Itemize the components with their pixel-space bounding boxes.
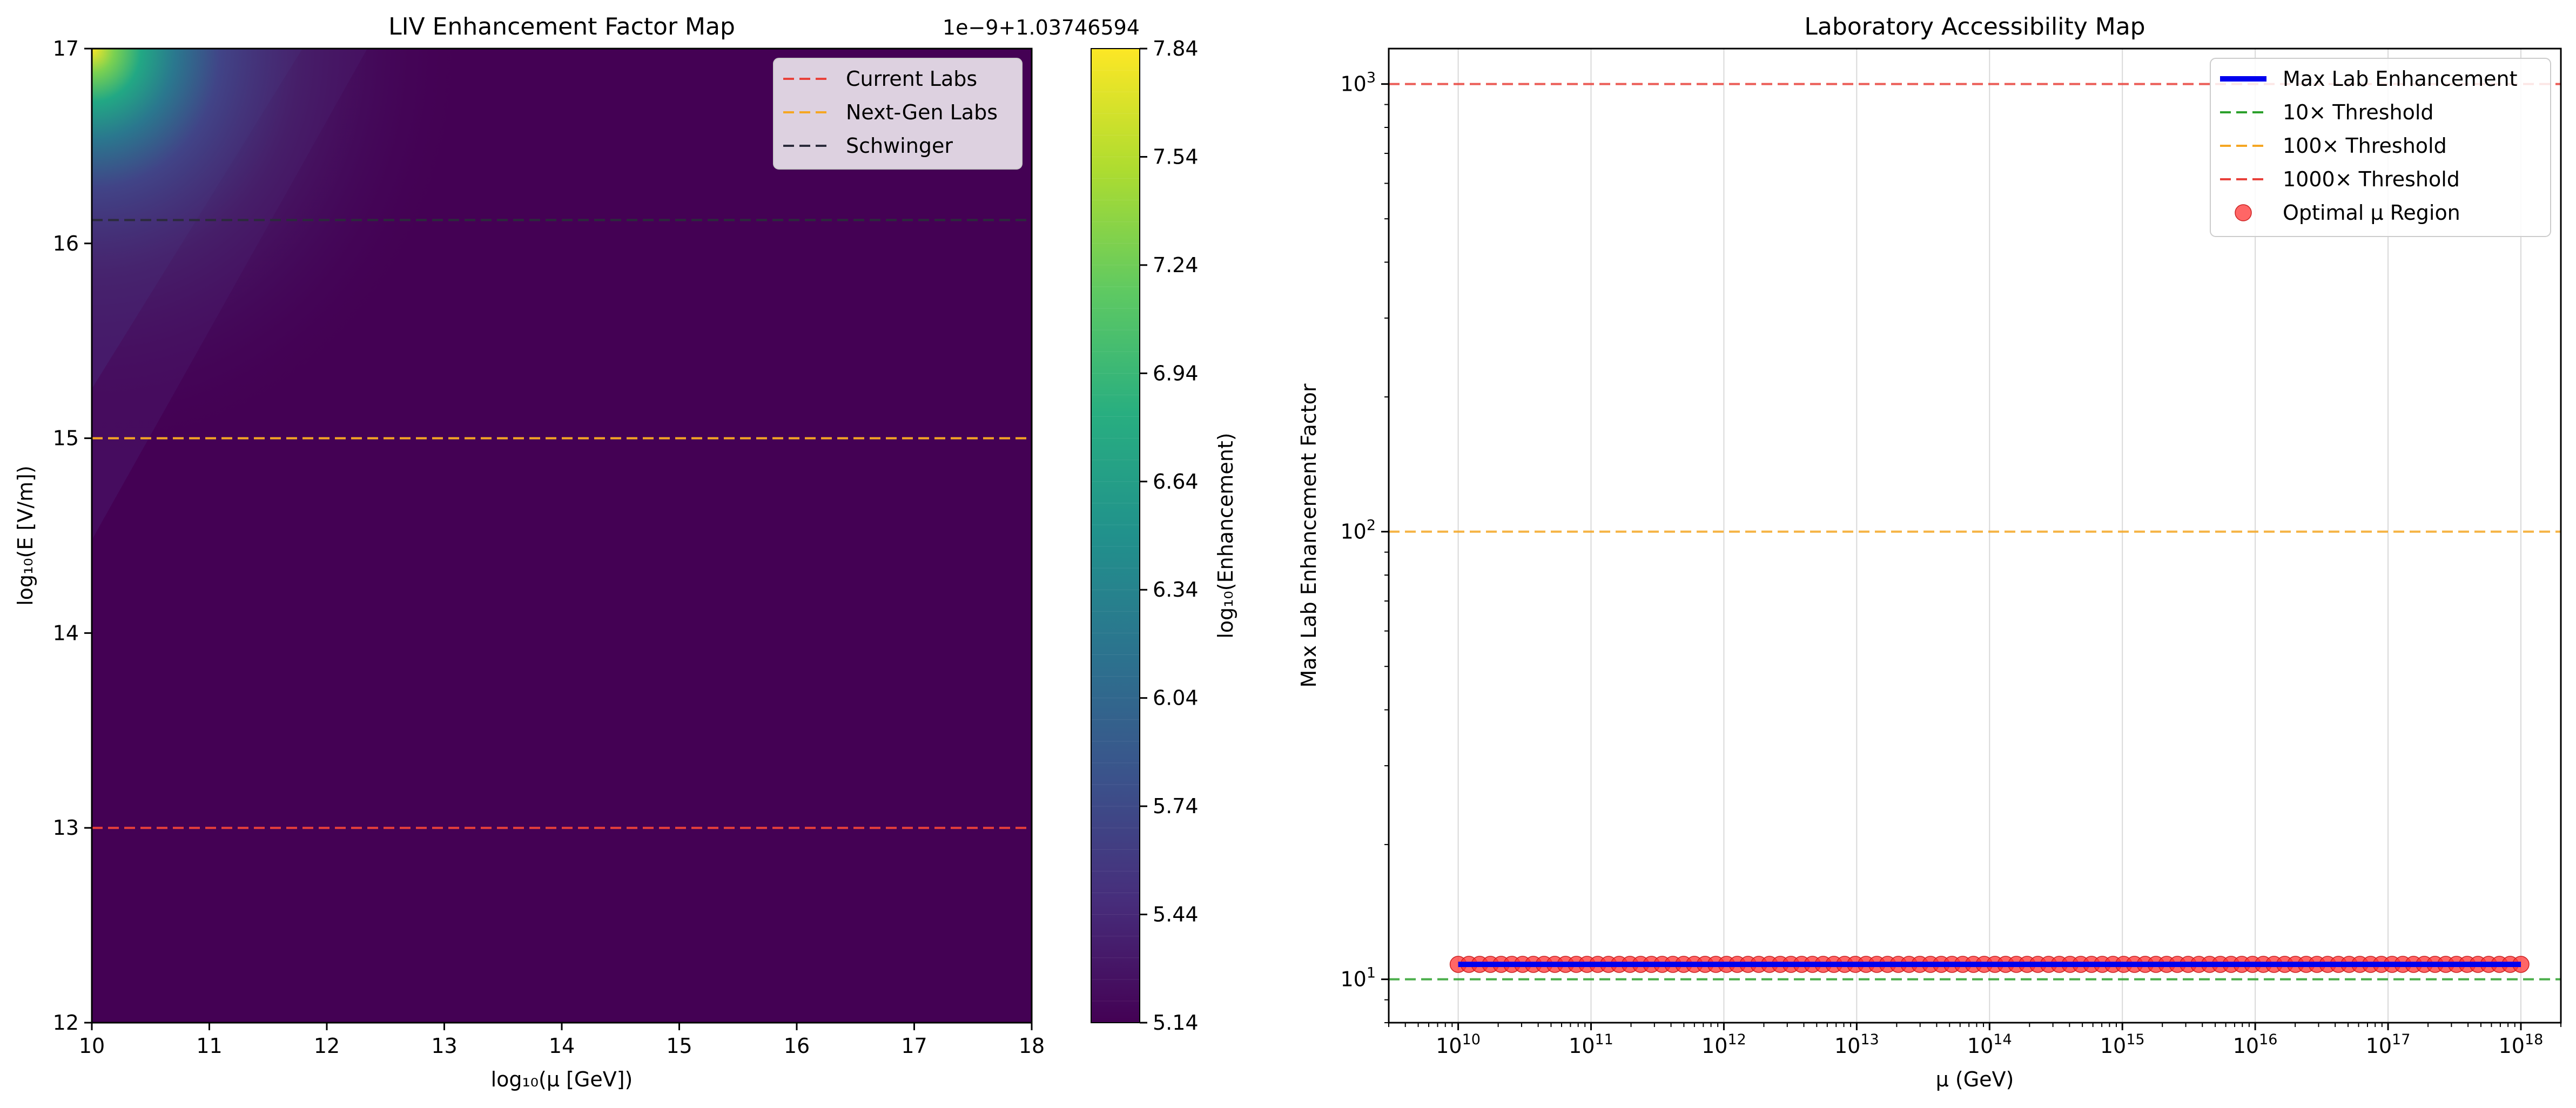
right-series xyxy=(1449,956,2530,973)
colorbar-frame xyxy=(1091,48,1140,1023)
left-ytick-label: 15 xyxy=(53,427,79,450)
right-xtick-label: 1010 xyxy=(1436,1031,1481,1058)
left-xtick-label: 12 xyxy=(314,1034,340,1058)
heatmap-corner-glow xyxy=(92,49,470,459)
right-title: Laboratory Accessibility Map xyxy=(1804,13,2145,40)
right-legend: Max Lab Enhancement 10× Threshold 100× Thr… xyxy=(2210,58,2551,237)
right-legend-label: Optimal μ Region xyxy=(2283,201,2460,225)
right-axes-frame xyxy=(1388,48,2562,1024)
left-xtick-label: 13 xyxy=(431,1034,457,1058)
right-xtick-label: 1011 xyxy=(1569,1031,1613,1058)
right-legend-label: Max Lab Enhancement xyxy=(2283,67,2518,91)
left-ytick-label: 17 xyxy=(53,37,79,60)
colorbar-tick-label: 6.04 xyxy=(1153,686,1199,710)
colorbar-tick-label: 5.44 xyxy=(1153,903,1199,927)
left-legend-label: Schwinger xyxy=(846,134,953,158)
left-xtick-label: 14 xyxy=(549,1034,575,1058)
right-xtick-label: 1013 xyxy=(1834,1031,1879,1058)
left-ytick-label: 14 xyxy=(53,621,79,645)
colorbar-tick-label: 7.24 xyxy=(1153,253,1199,277)
right-xtick-label: 1018 xyxy=(2499,1031,2544,1058)
left-xtick-label: 11 xyxy=(196,1034,222,1058)
left-title: LIV Enhancement Factor Map xyxy=(388,13,735,40)
right-xtick-label: 1017 xyxy=(2366,1031,2411,1058)
colorbar-ticks: 5.14 5.44 5.74 6.04 6.34 6.64 6.94 7.24 7.54 7.84 xyxy=(1140,37,1199,1035)
colorbar-tick-label: 6.34 xyxy=(1153,578,1199,602)
right-legend-label: 10× Threshold xyxy=(2283,100,2434,124)
left-x-ticks: 10 11 12 13 14 15 16 17 18 xyxy=(79,1023,1045,1058)
left-ylabel: log₁₀(E [V/m]) xyxy=(14,465,37,606)
colorbar-tick-label: 7.54 xyxy=(1153,145,1199,168)
colorbar-tick-label: 6.64 xyxy=(1153,470,1199,494)
left-reference-lines xyxy=(92,219,1032,829)
colorbar-offset-text: 1e−9+1.03746594 xyxy=(943,16,1140,39)
colorbar-tick-label: 5.74 xyxy=(1153,794,1199,818)
left-xtick-label: 17 xyxy=(901,1034,927,1058)
left-xtick-label: 15 xyxy=(666,1034,692,1058)
left-xtick-label: 10 xyxy=(79,1034,105,1058)
left-ytick-label: 13 xyxy=(53,816,79,840)
colorbar-bands xyxy=(1091,70,1140,1002)
colorbar: 1e−9+1.03746594 5.14 5.44 5.74 6.04 6.34 6.64… xyxy=(943,16,1237,1035)
right-ytick-label: 101 xyxy=(1340,965,1376,991)
left-xtick-label: 18 xyxy=(1019,1034,1045,1058)
left-legend-label: Current Labs xyxy=(846,67,977,91)
right-xtick-label: 1014 xyxy=(1967,1031,2012,1058)
left-xtick-label: 16 xyxy=(784,1034,810,1058)
left-ytick-label: 12 xyxy=(53,1011,79,1035)
right-xtick-label: 1012 xyxy=(1701,1031,1746,1058)
colorbar-gradient xyxy=(1091,49,1140,1023)
left-legend-box xyxy=(773,58,1023,170)
left-legend: Current Labs Next-Gen Labs Schwinger xyxy=(773,58,1023,170)
right-ylabel: Max Lab Enhancement Factor xyxy=(1297,383,1321,687)
colorbar-label: log₁₀(Enhancement) xyxy=(1214,433,1237,638)
left-y-ticks: 12 13 14 15 16 17 xyxy=(53,37,92,1035)
right-legend-box xyxy=(2210,58,2551,237)
colorbar-tick-label: 5.14 xyxy=(1153,1011,1199,1035)
right-ytick-label: 102 xyxy=(1340,517,1376,544)
right-xtick-label: 1016 xyxy=(2233,1031,2278,1058)
right-x-ticks: 1010 1011 1012 1013 1014 1015 1016 1017 1018 xyxy=(1388,1023,2561,1058)
right-legend-label: 100× Threshold xyxy=(2283,134,2447,158)
right-ytick-label: 103 xyxy=(1340,70,1376,96)
left-ytick-label: 16 xyxy=(53,232,79,255)
right-legend-label: 1000× Threshold xyxy=(2283,167,2460,191)
right-y-ticks: 101 102 103 xyxy=(1340,70,1389,1023)
colorbar-tick-label: 7.84 xyxy=(1153,37,1199,60)
right-panel: Laboratory Accessibility Map 1010 1011 101… xyxy=(1297,13,2562,1091)
right-legend-swatch xyxy=(2235,204,2252,221)
right-xtick-label: 1015 xyxy=(2100,1031,2145,1058)
right-xlabel: μ (GeV) xyxy=(1936,1068,2014,1091)
left-legend-label: Next-Gen Labs xyxy=(846,100,998,124)
left-xlabel: log₁₀(μ [GeV]) xyxy=(491,1068,633,1091)
colorbar-tick-label: 6.94 xyxy=(1153,361,1199,385)
left-panel: LIV Enhancement Factor Map 10 11 12 13 14 15 1… xyxy=(14,13,1237,1091)
